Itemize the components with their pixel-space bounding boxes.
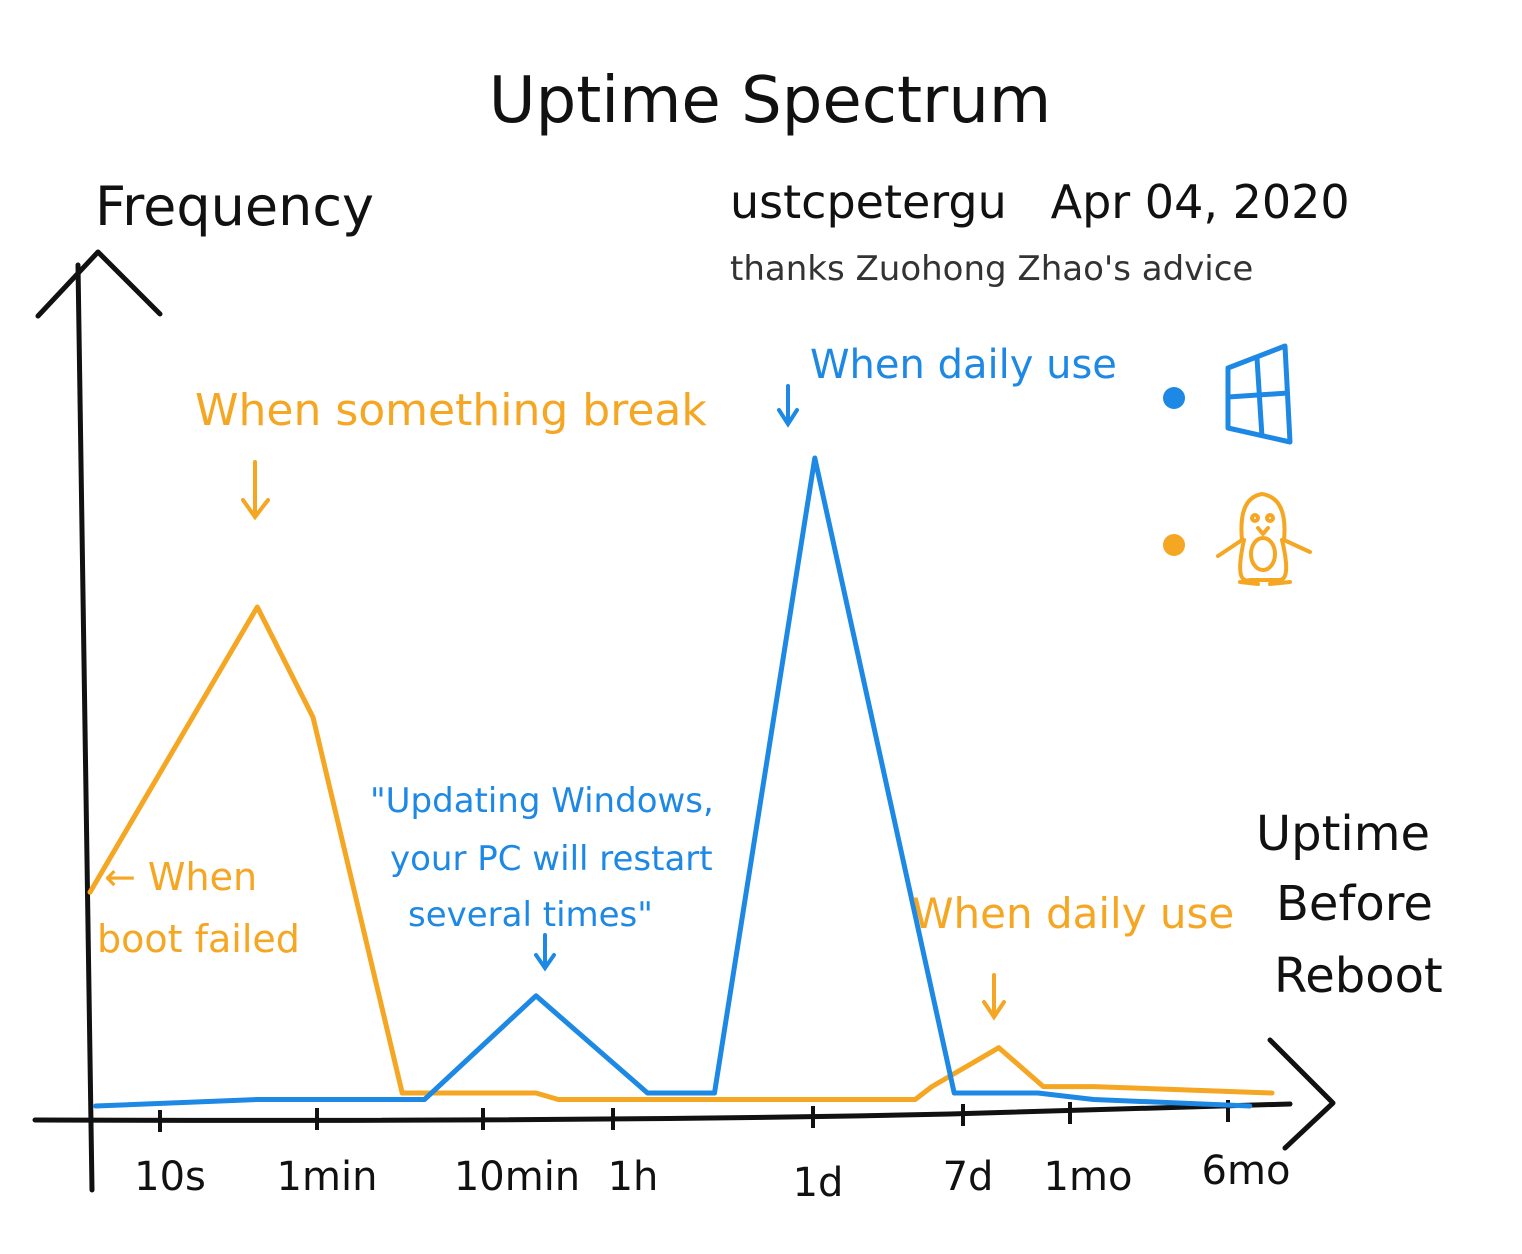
x-tick-label: 10s <box>134 1154 206 1200</box>
legend <box>1163 343 1312 586</box>
x-axis-ticks: 10s 1min 10min 1h 1d 7d 1mo 6mo <box>134 1100 1290 1206</box>
legend-dot-windows <box>1163 387 1185 409</box>
linux-penguin-icon <box>1216 492 1312 586</box>
x-tick-label: 1mo <box>1044 1154 1133 1200</box>
x-axis-line <box>32 1101 1293 1123</box>
x-tick-label: 1h <box>608 1154 659 1200</box>
series-line-linux <box>87 604 1275 1102</box>
y-axis-line <box>75 262 95 1193</box>
x-axis-label-line-1: Uptime <box>1256 806 1430 862</box>
annotation-arrow <box>241 460 270 521</box>
x-axis-arrow <box>1267 1037 1336 1151</box>
annotation-daily-use-windows: When daily use <box>810 342 1117 388</box>
x-tick-label: 6mo <box>1202 1148 1291 1194</box>
x-tick-label: 1d <box>793 1160 844 1206</box>
annotation-arrow <box>777 384 799 428</box>
annotation-updating-line-3: several times" <box>408 895 653 935</box>
chart-title: Uptime Spectrum <box>489 64 1052 138</box>
annotation-updating-line-2: your PC will restart <box>390 839 713 879</box>
x-tick-label: 1min <box>277 1154 378 1200</box>
annotation-arrow <box>982 973 1006 1021</box>
y-axis-label: Frequency <box>95 175 374 238</box>
credit-note: thanks Zuohong Zhao's advice <box>730 249 1253 289</box>
x-axis-label-line-2: Before <box>1276 876 1433 932</box>
x-tick-label: 10min <box>454 1154 580 1200</box>
annotation-something-break: When something break <box>195 385 707 436</box>
annotation-boot-failed-line-2: boot failed <box>97 917 300 961</box>
series-line-windows <box>93 455 1253 1109</box>
windows-logo-icon <box>1225 343 1293 445</box>
annotation-updating-line-1: "Updating Windows, <box>370 781 714 821</box>
annotation-daily-use-linux: When daily use <box>912 889 1234 938</box>
y-axis-arrow <box>35 249 163 319</box>
legend-dot-linux <box>1163 534 1185 556</box>
annotation-arrow <box>534 933 556 972</box>
x-axis-label-line-3: Reboot <box>1274 948 1443 1004</box>
x-tick-label: 7d <box>943 1154 994 1200</box>
series-layer <box>87 455 1275 1109</box>
author-date: ustcpetergu Apr 04, 2020 <box>730 175 1350 229</box>
annotation-boot-failed-line-1: ← When <box>104 855 257 899</box>
